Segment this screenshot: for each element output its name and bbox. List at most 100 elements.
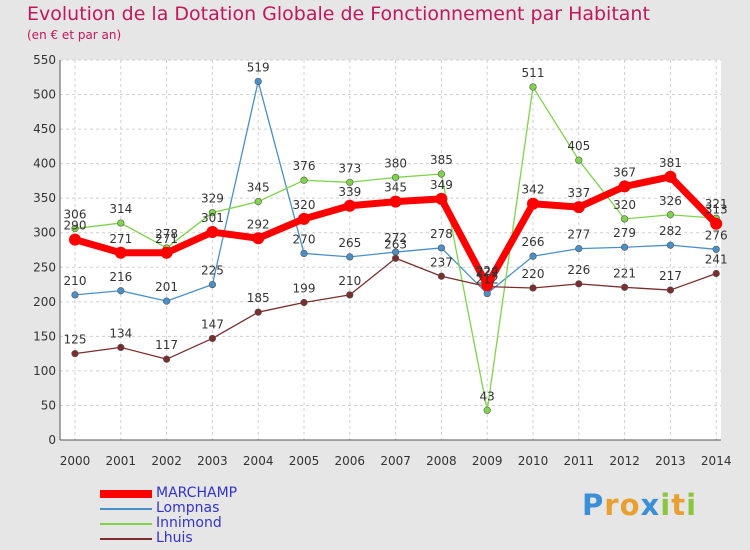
data-point (252, 232, 265, 245)
legend-swatch (100, 508, 152, 510)
legend-label: Lhuis (156, 530, 193, 546)
data-label: 221 (613, 266, 636, 280)
data-label: 326 (659, 194, 682, 208)
data-point (71, 350, 79, 358)
data-label: 201 (155, 280, 178, 294)
data-label: 216 (109, 270, 132, 284)
data-point (300, 176, 308, 184)
data-point (71, 291, 79, 299)
legend-swatch (100, 538, 152, 540)
data-label: 134 (109, 326, 132, 340)
logo-letter: x (640, 488, 661, 522)
logo-letter: i (686, 488, 698, 522)
data-label: 321 (705, 197, 728, 211)
x-tick-label: 2001 (106, 454, 137, 468)
data-label: 277 (567, 228, 590, 242)
y-tick-label: 550 (33, 53, 56, 67)
data-label: 147 (201, 317, 224, 331)
legend-item-lhuis: Lhuis (100, 531, 360, 546)
data-label: 349 (430, 178, 453, 192)
data-point (620, 215, 629, 223)
data-point (575, 245, 583, 253)
data-point (710, 217, 723, 230)
data-point (71, 224, 79, 233)
series-lines (69, 77, 723, 414)
data-labels: 210 216 201 225 519 270 265 272 278 212 266 277 279 2… (64, 60, 728, 403)
x-tick-label: 2010 (518, 454, 549, 468)
y-tick-label: 200 (33, 295, 56, 309)
data-point (114, 246, 127, 259)
data-label: 367 (613, 165, 636, 179)
data-point (664, 170, 677, 183)
data-label: 320 (293, 198, 316, 212)
data-label: 271 (109, 232, 132, 246)
data-label: 282 (659, 224, 682, 238)
data-label: 279 (613, 226, 636, 240)
data-point (254, 308, 262, 316)
logo-letter: o (619, 488, 641, 522)
data-label: 276 (705, 228, 728, 242)
x-tick-label: 2006 (335, 454, 366, 468)
x-tick-label: 2014 (701, 454, 732, 468)
data-label: 241 (705, 252, 728, 266)
data-point (163, 297, 171, 305)
data-point (343, 199, 356, 212)
data-label: 237 (430, 255, 453, 269)
x-tick-label: 2011 (564, 454, 595, 468)
data-label: 519 (247, 60, 270, 74)
y-tick-label: 150 (33, 329, 56, 343)
x-tick-label: 2013 (655, 454, 686, 468)
data-point (392, 254, 400, 262)
data-point (117, 219, 125, 227)
data-point (254, 198, 262, 206)
data-label: 220 (522, 267, 545, 281)
data-point (575, 280, 583, 288)
data-label: 43 (480, 389, 495, 403)
data-label: 222 (476, 266, 499, 280)
data-point (437, 272, 446, 280)
data-label: 306 (64, 208, 87, 222)
data-point (254, 77, 262, 86)
data-label: 314 (109, 202, 132, 216)
data-label: 405 (567, 139, 590, 153)
y-tick-label: 100 (33, 364, 56, 378)
data-point (575, 156, 583, 164)
data-label: 212 (476, 273, 499, 287)
data-point (163, 355, 171, 363)
data-label: 329 (201, 192, 224, 206)
chart-subtitle: (en € et par an) (27, 28, 122, 42)
data-point (208, 209, 216, 217)
data-point (620, 283, 629, 291)
x-tick-label: 2000 (60, 454, 91, 468)
data-label: 339 (338, 185, 361, 199)
data-label: 345 (384, 181, 407, 195)
data-label: 199 (293, 282, 316, 296)
data-point (346, 253, 354, 261)
data-point (69, 233, 81, 246)
data-label: 272 (384, 231, 407, 245)
data-label: 266 (522, 235, 545, 249)
y-tick-label: 350 (33, 191, 56, 205)
data-point (117, 287, 125, 295)
data-point (392, 173, 400, 182)
x-tick-label: 2002 (151, 454, 182, 468)
data-point (712, 269, 720, 278)
data-label: 225 (201, 264, 224, 278)
y-tick-label: 450 (33, 122, 56, 136)
chart-title: Evolution de la Dotation Globale de Fonc… (27, 3, 650, 25)
data-label: 380 (384, 156, 407, 170)
x-tick-label: 2004 (243, 454, 274, 468)
legend-swatch (100, 490, 152, 498)
data-point (346, 291, 354, 299)
data-point (666, 241, 675, 249)
data-point (620, 243, 629, 251)
data-label: 125 (64, 333, 87, 347)
y-tick-label: 0 (48, 433, 56, 447)
data-label: 337 (567, 186, 590, 200)
data-label: 210 (64, 274, 87, 288)
data-point (346, 178, 354, 186)
legend-label: Lompnas (156, 500, 220, 516)
data-point (529, 83, 537, 91)
data-label: 265 (338, 236, 361, 250)
y-tick-label: 250 (33, 260, 56, 274)
